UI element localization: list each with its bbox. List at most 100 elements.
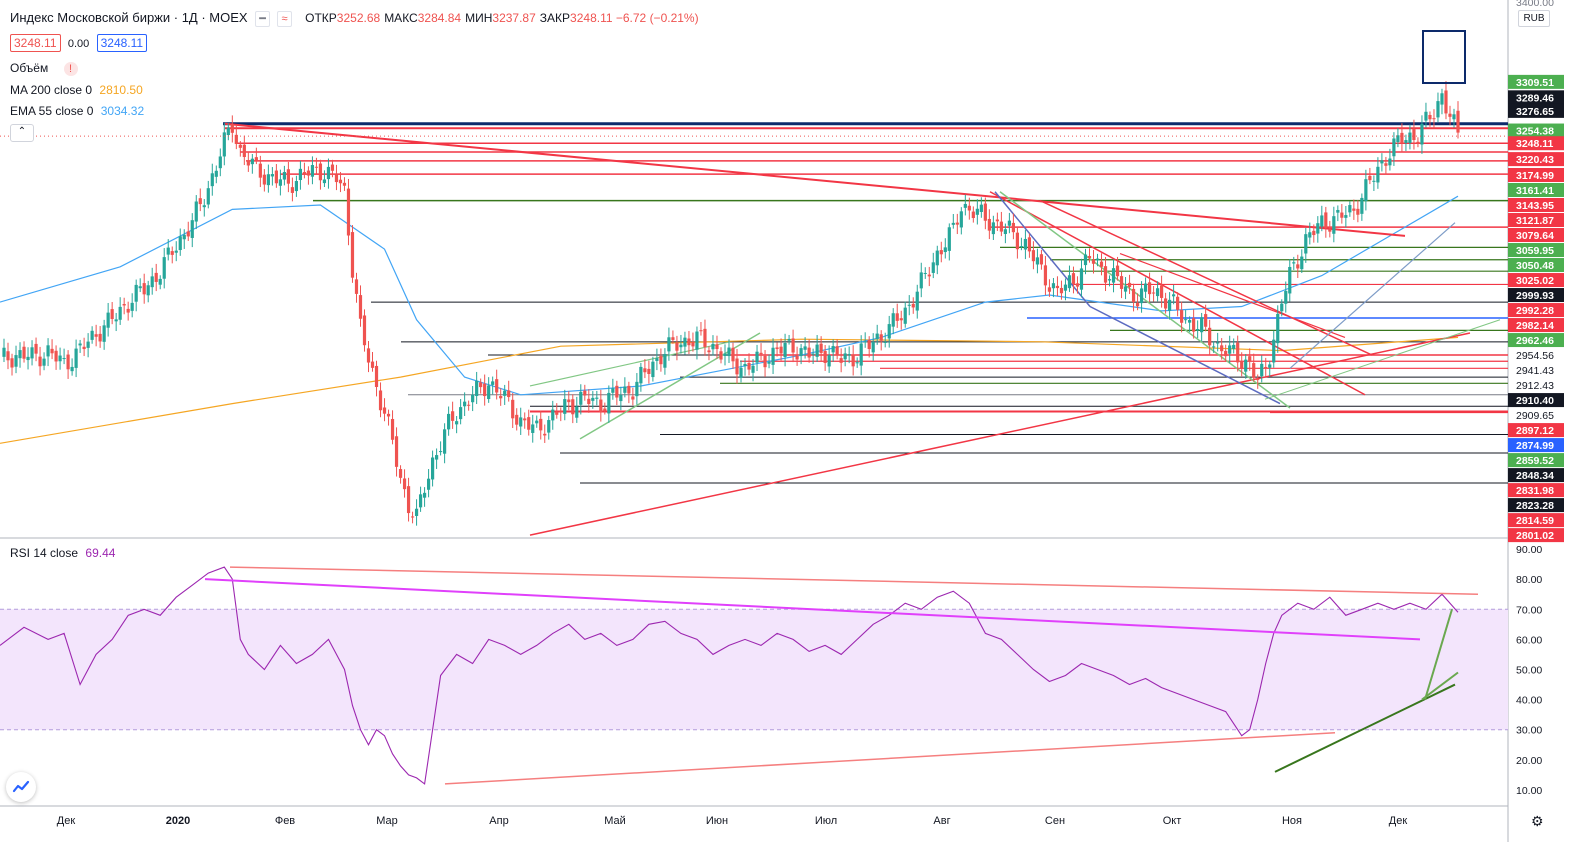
- candle-body: [1091, 259, 1096, 264]
- candle-body: [711, 343, 715, 350]
- candle-body: [1208, 327, 1212, 346]
- price-label-bg: [1508, 183, 1564, 198]
- price-scale-label: 2910.40: [1516, 395, 1554, 407]
- candle-body: [354, 279, 359, 294]
- candle-body: [358, 295, 363, 319]
- ma200-label[interactable]: MA 200 close 0: [10, 83, 93, 97]
- candle-body: [1099, 261, 1104, 267]
- compare-icon[interactable]: ≈: [277, 10, 292, 27]
- trend-line: [1264, 319, 1501, 400]
- candle-body: [82, 346, 86, 350]
- candle-body: [959, 211, 963, 228]
- candle-body: [975, 208, 979, 215]
- price-scale-label: 3025.02: [1516, 275, 1554, 287]
- candle-body: [198, 198, 202, 205]
- candle-body: [595, 397, 599, 399]
- alert-icon[interactable]: !: [63, 62, 78, 76]
- candle-body: [1063, 284, 1068, 291]
- ema55-label[interactable]: EMA 55 close 0: [10, 104, 94, 118]
- candle-body: [194, 201, 198, 222]
- time-axis-label: Фев: [275, 815, 295, 827]
- candle-body: [250, 158, 254, 165]
- candle-body: [883, 341, 887, 343]
- rsi-trend-line: [204, 578, 1421, 641]
- candle-body: [1372, 180, 1376, 182]
- candle-body: [951, 222, 955, 225]
- price-scale-label: 2897.12: [1516, 425, 1554, 437]
- gear-icon[interactable]: ⚙: [1531, 813, 1544, 829]
- rsi-line: [0, 566, 1459, 785]
- candle-body: [667, 337, 671, 352]
- candle-body: [1356, 208, 1360, 215]
- candle-body: [62, 358, 66, 360]
- candle-body: [631, 396, 635, 400]
- candle-body: [90, 330, 94, 340]
- candle-body: [1003, 229, 1007, 235]
- candle-body: [218, 156, 222, 169]
- price-label-bg: [1508, 513, 1564, 528]
- collapse-legend-button[interactable]: ⌃: [10, 124, 34, 142]
- candle-body: [991, 222, 995, 235]
- candle-body: [815, 344, 819, 357]
- candle-body: [1015, 232, 1019, 250]
- ohlc-value: 3284.84: [417, 11, 462, 25]
- candle-body: [202, 205, 206, 208]
- candle-body: [1007, 220, 1011, 226]
- minus-icon[interactable]: ━: [255, 10, 270, 27]
- trend-line: [994, 191, 1091, 307]
- candle-body: [787, 338, 791, 341]
- candle-body: [819, 343, 823, 353]
- candle-body: [1440, 93, 1444, 105]
- rsi-trend-line: [444, 731, 1336, 785]
- candle-body: [1280, 303, 1284, 312]
- candle-body: [1252, 363, 1256, 378]
- candle-body: [551, 409, 555, 421]
- candle-body: [447, 413, 451, 430]
- price-scale-label: 3059.95: [1516, 245, 1554, 257]
- candle-body: [14, 355, 18, 367]
- symbol-title[interactable]: Индекс Московской биржи · 1Д · MOEX: [10, 10, 248, 25]
- candle-body: [467, 404, 471, 406]
- candle-body: [671, 337, 675, 340]
- candle-body: [58, 355, 62, 362]
- candle-body: [963, 203, 967, 208]
- candle-body: [731, 347, 735, 362]
- price-row: 3248.11 0.00 3248.11: [10, 34, 151, 52]
- ask-price-badge[interactable]: 3248.11: [96, 34, 148, 52]
- price-label-bg: [1508, 468, 1564, 483]
- candle-body: [771, 347, 775, 365]
- candle-body: [755, 351, 759, 363]
- price-label-bg: [1508, 303, 1564, 318]
- bid-price-badge[interactable]: 3248.11: [10, 34, 61, 52]
- candle-body: [1292, 262, 1296, 264]
- candle-body: [647, 368, 651, 374]
- candle-body: [222, 132, 226, 157]
- candle-body: [1083, 254, 1088, 266]
- currency-badge[interactable]: RUB: [1518, 10, 1550, 27]
- rsi-label[interactable]: RSI 14 close: [10, 546, 79, 560]
- candle-body: [1035, 257, 1040, 265]
- candle-body: [983, 203, 987, 221]
- candle-body: [979, 204, 983, 212]
- price-scale-label: 3254.38: [1516, 126, 1554, 138]
- candle-body: [859, 343, 863, 366]
- candle-body: [390, 418, 395, 440]
- candle-body: [619, 394, 623, 402]
- price-scale-label: 2992.28: [1516, 305, 1554, 317]
- candle-body: [1095, 258, 1100, 261]
- volume-label[interactable]: Объём: [10, 61, 49, 75]
- price-scale-label: 2912.43: [1516, 380, 1554, 392]
- candle-body: [1264, 366, 1268, 369]
- candle-body: [739, 367, 743, 378]
- candle-body: [1368, 175, 1372, 181]
- price-label-bg: [1508, 288, 1564, 303]
- candle-body: [1408, 132, 1412, 143]
- tradingview-logo-icon[interactable]: [6, 772, 36, 802]
- candle-body: [1039, 254, 1044, 265]
- candle-body: [615, 385, 619, 398]
- candle-body: [278, 179, 282, 186]
- rsi-value: 69.44: [85, 546, 116, 560]
- candle-body: [254, 157, 258, 161]
- candle-body: [1260, 363, 1264, 376]
